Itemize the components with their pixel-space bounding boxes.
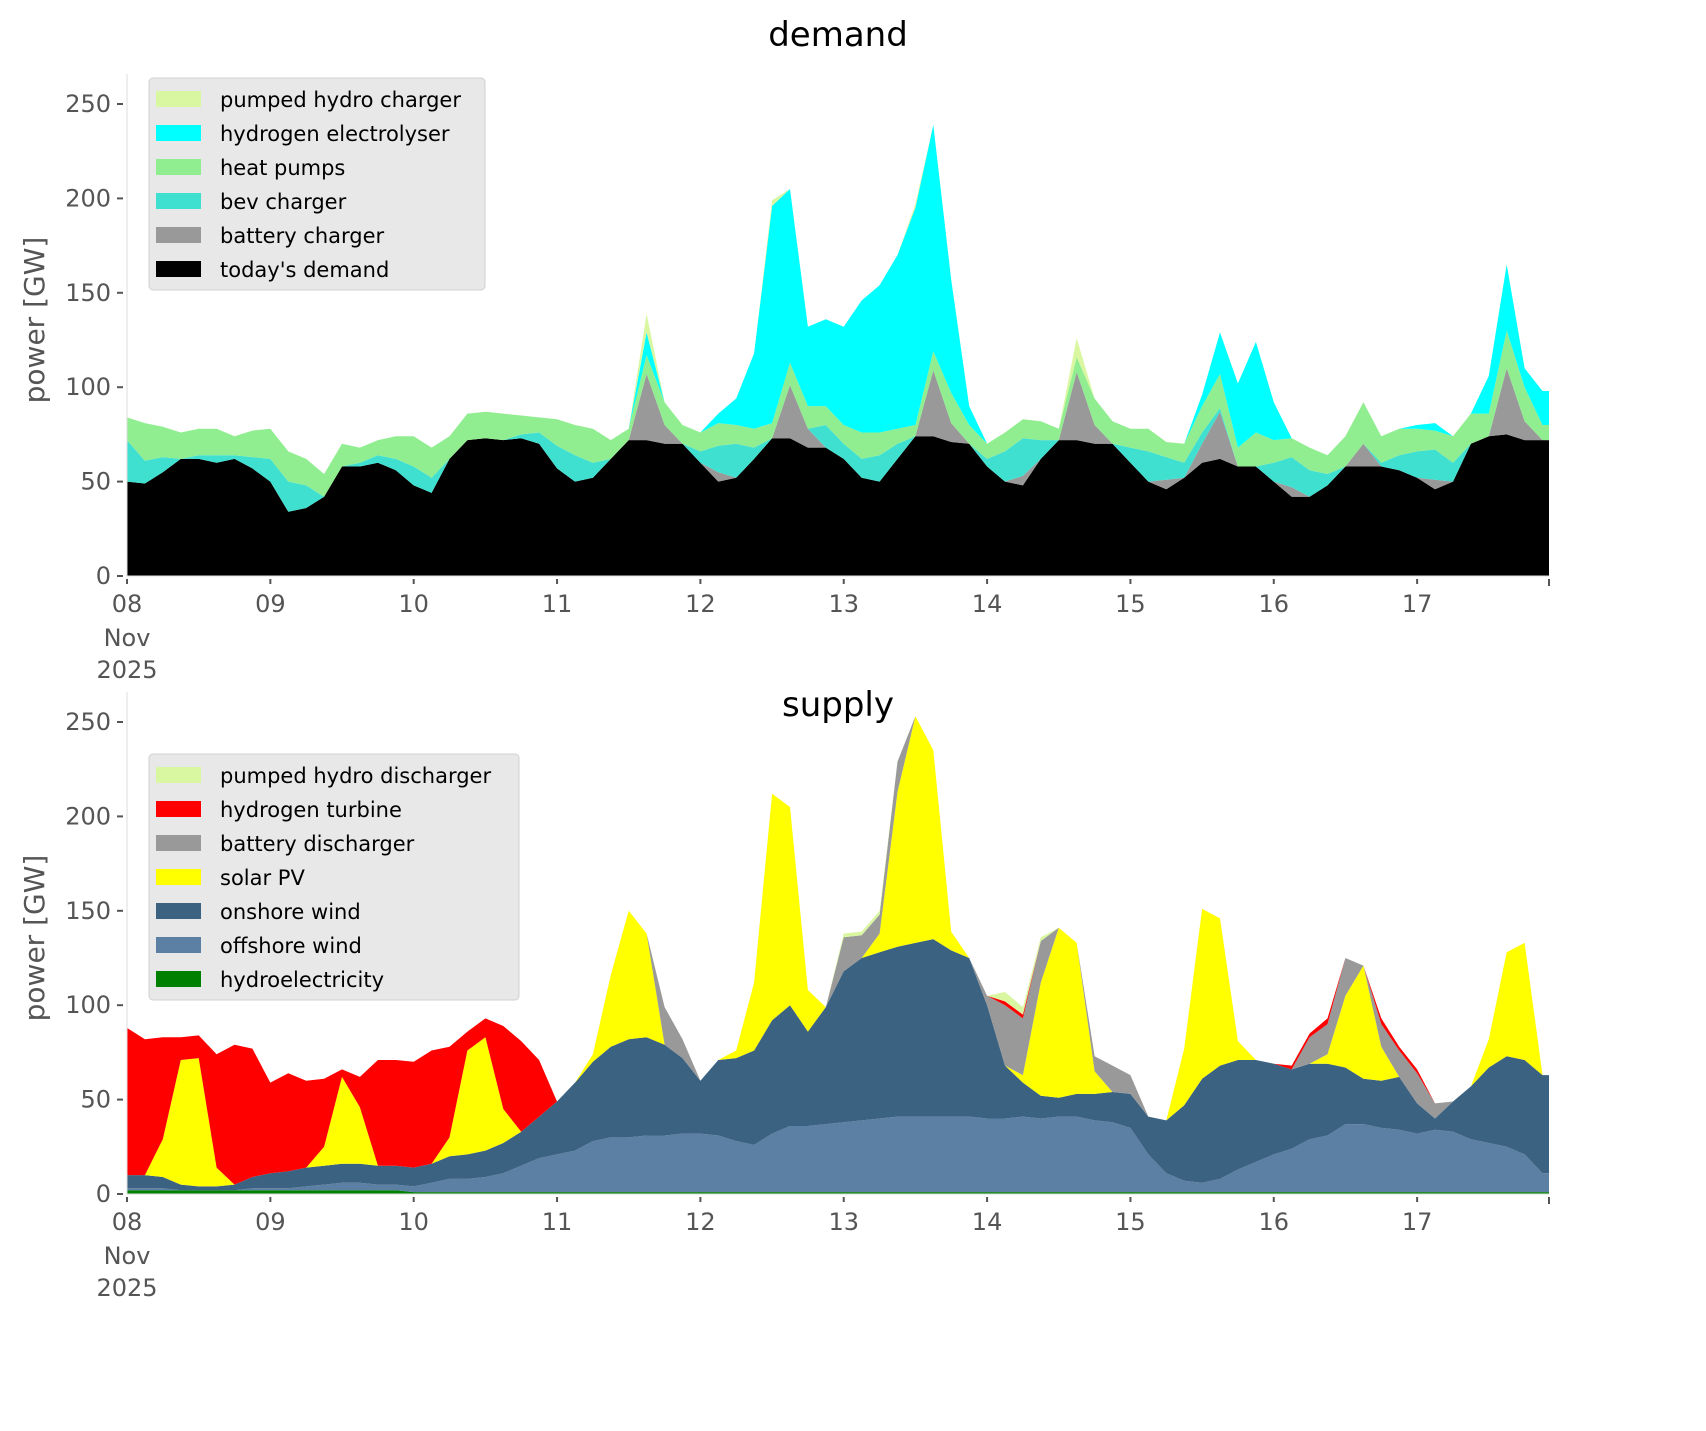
area-series-group xyxy=(127,124,1549,576)
legend-swatch xyxy=(156,125,201,141)
x-tick-label: 13 xyxy=(828,1208,859,1236)
x-tick-label: 09 xyxy=(255,1208,286,1236)
legend-swatch xyxy=(156,937,201,953)
legend-label: pumped hydro discharger xyxy=(220,764,491,788)
y-tick-label: 0 xyxy=(96,1180,111,1208)
legend-label: offshore wind xyxy=(220,934,362,958)
chart-supply: supply 0 50 100 150 200 250 power [GW] 08 Nov 2025… xyxy=(18,685,1550,1302)
x-tick-label: 16 xyxy=(1259,1208,1290,1236)
y-tick-label: 250 xyxy=(65,90,111,118)
x-tick-label: 15 xyxy=(1115,590,1146,618)
x-tick-year: 2025 xyxy=(96,656,157,684)
x-tick-label: 15 xyxy=(1115,1208,1146,1236)
area-bev-charger xyxy=(127,368,1549,512)
legend-label: battery charger xyxy=(220,224,385,248)
y-tick-label: 100 xyxy=(65,991,111,1019)
legend-swatch xyxy=(156,903,201,919)
legend-label: solar PV xyxy=(220,866,305,890)
area-hydrogen-electrolyser xyxy=(127,124,1549,475)
area-solar-pv xyxy=(127,716,1549,1187)
legend-swatch xyxy=(156,835,201,851)
chart-demand: demand 0 50 100 150 200 250 power [GW] 08 Nov 2025… xyxy=(18,15,1550,684)
legend-label: onshore wind xyxy=(220,900,361,924)
x-tick-label: 09 xyxy=(255,590,286,618)
area-offshore-wind xyxy=(127,1116,1549,1193)
legend-swatch xyxy=(156,971,201,987)
legend-label: hydroelectricity xyxy=(220,968,384,992)
x-tick-label: 14 xyxy=(972,1208,1003,1236)
x-tick-month: Nov xyxy=(104,1242,151,1270)
chart-title: supply xyxy=(782,685,894,725)
legend-box xyxy=(148,77,486,291)
y-tick-label: 200 xyxy=(65,802,111,830)
legend-swatch xyxy=(156,159,201,175)
legend-label: hydrogen electrolyser xyxy=(220,122,450,146)
y-tick-label: 50 xyxy=(80,468,111,496)
x-tick-label: 16 xyxy=(1259,590,1290,618)
legend-swatch xyxy=(156,801,201,817)
x-tick-label: 14 xyxy=(972,590,1003,618)
legend-swatch xyxy=(156,91,201,107)
legend: pumped hydro discharger hydrogen turbine b… xyxy=(148,753,520,1001)
legend-swatch xyxy=(156,193,201,209)
legend: pumped hydro charger hydrogen electrolyse… xyxy=(148,77,486,291)
x-tick-label: 10 xyxy=(398,1208,429,1236)
legend-swatch xyxy=(156,767,201,783)
legend-label: pumped hydro charger xyxy=(220,88,461,112)
legend-label: battery discharger xyxy=(220,832,415,856)
y-tick-label: 250 xyxy=(65,708,111,736)
x-tick-label: 13 xyxy=(828,590,859,618)
chart-title: demand xyxy=(768,15,908,55)
y-tick-label: 200 xyxy=(65,184,111,212)
x-tick-label: 12 xyxy=(685,590,716,618)
legend-swatch xyxy=(156,227,201,243)
legend-label: hydrogen turbine xyxy=(220,798,402,822)
x-tick-label: 17 xyxy=(1402,1208,1433,1236)
area-onshore-wind xyxy=(127,939,1549,1191)
legend-swatch xyxy=(156,261,201,277)
legend-label: bev charger xyxy=(220,190,347,214)
x-tick-label: 10 xyxy=(398,590,429,618)
legend-label: heat pumps xyxy=(220,156,345,180)
legend-label: today's demand xyxy=(220,258,389,282)
y-tick-label: 100 xyxy=(65,373,111,401)
x-tick-label: 12 xyxy=(685,1208,716,1236)
y-tick-label: 150 xyxy=(65,279,111,307)
x-tick-label: 08 xyxy=(112,590,143,618)
area-today-s-demand xyxy=(127,434,1549,576)
x-tick-label: 11 xyxy=(542,1208,573,1236)
y-axis-label: power [GW] xyxy=(18,237,51,404)
area-series-group xyxy=(127,716,1549,1194)
y-tick-label: 0 xyxy=(96,562,111,590)
x-tick-label: 17 xyxy=(1402,590,1433,618)
x-tick-month: Nov xyxy=(104,624,151,652)
x-tick-label: 11 xyxy=(542,590,573,618)
x-tick-year: 2025 xyxy=(96,1274,157,1302)
y-axis-label: power [GW] xyxy=(18,855,51,1022)
legend-swatch xyxy=(156,869,201,885)
y-tick-label: 50 xyxy=(80,1086,111,1114)
x-tick-label: 08 xyxy=(112,1208,143,1236)
area-hydrogen-turbine xyxy=(127,716,1549,1185)
legend-box xyxy=(148,753,520,1001)
y-tick-label: 150 xyxy=(65,897,111,925)
